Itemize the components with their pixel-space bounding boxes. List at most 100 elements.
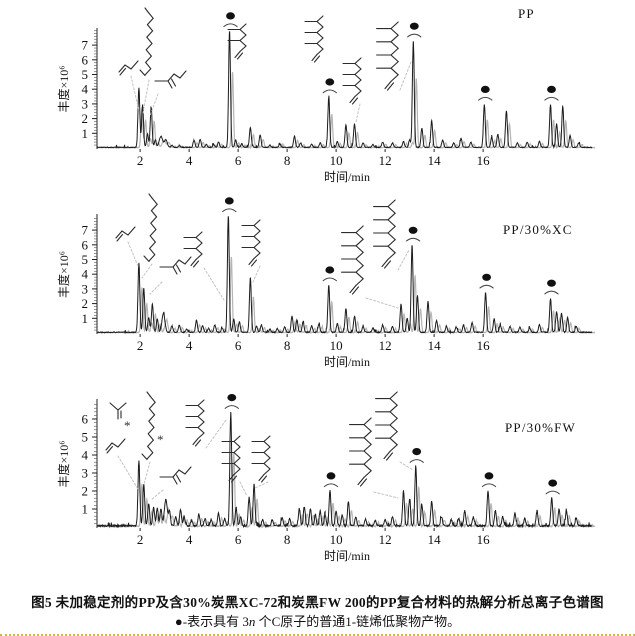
marker-arc (479, 284, 494, 289)
oligomer-peak-marker (412, 448, 422, 456)
annotation-leader-line (254, 481, 269, 489)
x-tick-label: 2 (137, 153, 144, 168)
structure-annotations: ** (105, 391, 414, 501)
signal-trace (96, 216, 593, 335)
c12-oligomer-skeletal (351, 97, 359, 105)
x-tick-label: 4 (186, 338, 193, 353)
c12-oligomer-skeletal (250, 259, 258, 267)
x-tick-label: 4 (186, 532, 193, 547)
c9-oligomer-skeletal (236, 52, 244, 60)
x-axis-label: 时间/min (324, 170, 370, 184)
marker-arc (481, 483, 497, 488)
methylpentene-skeletal (172, 256, 192, 268)
annotation-leader-line (149, 93, 159, 117)
c9-oligomer-skeletal (239, 23, 247, 53)
c15-oligomer-skeletal (381, 258, 389, 268)
propene-skeletal (119, 67, 127, 76)
propene-skeletal (106, 445, 114, 454)
x-tick-label: 16 (477, 532, 491, 547)
oligomer-peak-markers (224, 394, 561, 495)
annotation-leader-line (127, 241, 139, 267)
y-tick-label: 4 (82, 448, 89, 463)
methylpentene-skeletal (167, 80, 173, 89)
c12-oligomer-skeletal (248, 257, 255, 266)
x-tick-label: 8 (284, 532, 291, 547)
annotation-leader-line (130, 75, 140, 112)
c12-oligomer-skeletal (354, 57, 362, 98)
x-axis-label: 时间/min (324, 549, 370, 563)
marker-arc (406, 33, 422, 38)
oligomer-peak-marker (325, 78, 335, 86)
methylpentene-skeletal (172, 266, 178, 275)
y-tick-label: 4 (82, 267, 89, 282)
annotation-leader-line (399, 461, 414, 471)
c12-oligomer-skeletal (263, 435, 271, 476)
c15-oligomer-skeletal (351, 286, 360, 295)
x-tick-label: 4 (186, 153, 193, 168)
signal-trace (97, 31, 593, 150)
c15-oligomer-skeletal (359, 478, 368, 487)
oligomer-peak-marker (325, 266, 335, 274)
propene-skeletal (105, 438, 126, 451)
x-tick-label: 14 (428, 532, 442, 547)
c12-oligomer-skeletal (311, 53, 318, 62)
oligomer-peak-marker (548, 479, 558, 487)
y-tick-label: 7 (82, 223, 89, 238)
annotation-leader-line (399, 61, 412, 91)
annotation-leader-line (365, 297, 399, 309)
c9-oligomer-skeletal (190, 258, 197, 267)
y-tick-label: 2 (82, 111, 89, 126)
propene-skeletal (118, 60, 139, 73)
c12-oligomer-skeletal (233, 435, 241, 476)
c15-oligomer-skeletal (349, 284, 357, 294)
structure-annotations (115, 193, 410, 309)
page-bottom-divider (0, 634, 635, 636)
methylpentene-skeletal (170, 78, 177, 87)
c15-oligomer-skeletal (357, 476, 365, 486)
marker-arc (544, 96, 559, 101)
c9-oligomer-skeletal (192, 260, 200, 268)
asterisk-mark: * (124, 418, 131, 433)
marker-arc (323, 483, 339, 488)
isobutene-skeletal (109, 402, 127, 411)
y-tick-label: 2 (82, 484, 89, 499)
signal-trace-echo (99, 257, 596, 335)
oligomer-peak-marker (547, 279, 556, 287)
y-tick-label: 6 (82, 237, 89, 252)
annotation-leader-line (239, 481, 248, 497)
x-tick-label: 12 (379, 532, 392, 547)
figure-caption-note: ●-表示具有 3n 个C原子的普通1-链烯低聚物产物。 (0, 613, 635, 631)
nonene-chain-skeletal (144, 11, 154, 76)
c12-oligomer-skeletal (230, 475, 238, 483)
oligomer-peak-marker (547, 85, 556, 93)
annotation-leader-line (355, 103, 361, 123)
caption-note-italic-n: n (248, 614, 256, 629)
propene-skeletal (116, 233, 124, 242)
methylpentene-skeletal (172, 476, 178, 485)
c15-oligomer-skeletal (389, 391, 399, 452)
oligomer-peak-marker (484, 472, 494, 480)
nonene-chain-skeletal (148, 193, 153, 199)
c15-oligomer-skeletal (387, 199, 397, 260)
oligomer-peak-markers (221, 197, 559, 295)
oligomer-peak-marker (224, 197, 234, 205)
x-tick-label: 14 (428, 338, 442, 353)
caption-note-text: -表示具有 3 (182, 614, 249, 629)
x-tick-label: 2 (137, 532, 144, 547)
c12-oligomer-skeletal (197, 399, 205, 440)
annotation-leader-line (205, 419, 227, 449)
nonene-chain-skeletal (139, 69, 146, 77)
c12-oligomer-skeletal (228, 473, 235, 482)
c12-oligomer-skeletal (260, 475, 268, 483)
c15-oligomer-skeletal (385, 452, 394, 461)
marker-arc (545, 490, 561, 495)
oligomer-peak-marker (480, 85, 490, 93)
oligomer-peak-marker (408, 226, 418, 234)
c12-oligomer-skeletal (316, 15, 324, 56)
oligomer-marker-glyph: ● (174, 614, 183, 629)
